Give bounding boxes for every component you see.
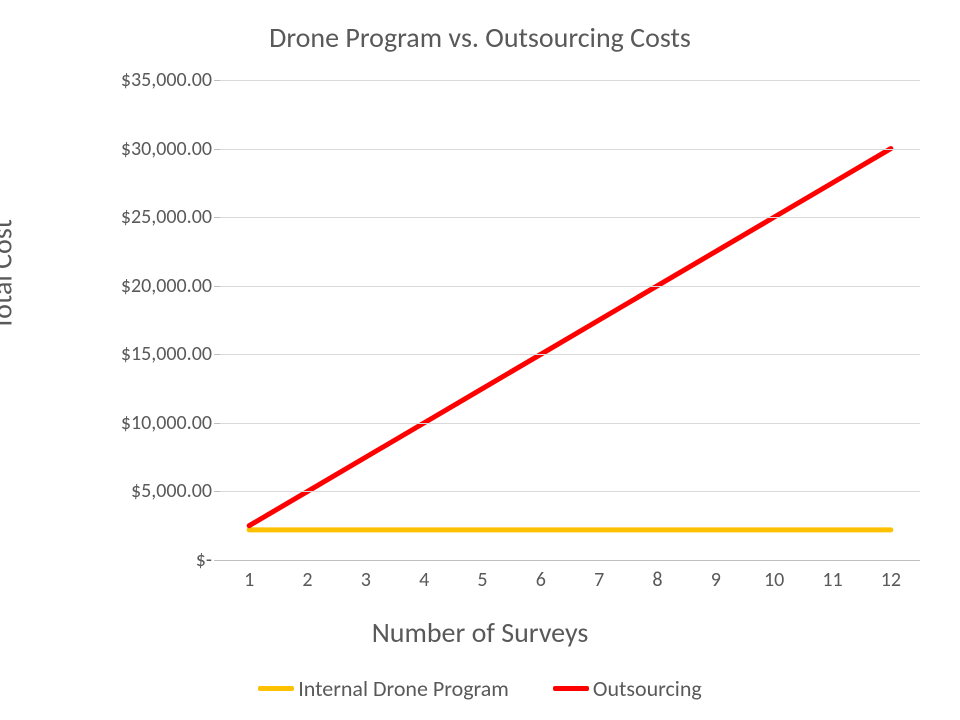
legend-label: Outsourcing	[593, 675, 702, 702]
chart-container: Drone Program vs. Outsourcing Costs Tota…	[0, 0, 960, 720]
gridline	[220, 80, 920, 81]
series-line	[249, 149, 891, 526]
x-tick-label: 5	[463, 568, 503, 592]
y-tick-mark	[214, 423, 220, 424]
x-tick-label: 2	[288, 568, 328, 592]
x-tick-label: 11	[813, 568, 853, 592]
x-tick-label: 1	[229, 568, 269, 592]
y-tick-mark	[214, 491, 220, 492]
y-tick-mark	[214, 217, 220, 218]
x-tick-label: 10	[754, 568, 794, 592]
gridline	[220, 217, 920, 218]
gridline	[220, 491, 920, 492]
legend-swatch	[258, 686, 294, 691]
y-tick-mark	[214, 80, 220, 81]
gridline	[220, 286, 920, 287]
legend-item: Internal Drone Program	[258, 675, 509, 702]
legend-label: Internal Drone Program	[298, 675, 509, 702]
y-tick-mark	[214, 286, 220, 287]
legend: Internal Drone Program Outsourcing	[0, 670, 960, 702]
gridline	[220, 354, 920, 355]
gridline	[220, 423, 920, 424]
gridline	[220, 149, 920, 150]
x-tick-label: 7	[579, 568, 619, 592]
y-axis-title: Total Cost	[0, 219, 20, 330]
y-tick-label: $30,000.00	[62, 137, 212, 161]
y-tick-mark	[214, 560, 220, 561]
plot-area	[220, 80, 920, 560]
y-tick-mark	[214, 149, 220, 150]
y-tick-mark	[214, 354, 220, 355]
legend-item: Outsourcing	[553, 675, 702, 702]
x-tick-label: 3	[346, 568, 386, 592]
x-tick-label: 9	[696, 568, 736, 592]
x-axis-title: Number of Surveys	[0, 615, 960, 650]
x-tick-label: 8	[638, 568, 678, 592]
chart-title: Drone Program vs. Outsourcing Costs	[0, 20, 960, 55]
y-tick-label: $20,000.00	[62, 274, 212, 298]
y-tick-label: $35,000.00	[62, 68, 212, 92]
legend-swatch	[553, 686, 589, 691]
y-tick-label: $25,000.00	[62, 205, 212, 229]
x-axis-line	[220, 560, 920, 561]
y-tick-label: $-	[62, 548, 212, 572]
line-series-svg	[220, 80, 920, 560]
x-tick-label: 4	[404, 568, 444, 592]
x-tick-label: 6	[521, 568, 561, 592]
y-tick-label: $10,000.00	[62, 411, 212, 435]
x-tick-label: 12	[871, 568, 911, 592]
y-tick-label: $15,000.00	[62, 342, 212, 366]
y-tick-label: $5,000.00	[62, 479, 212, 503]
